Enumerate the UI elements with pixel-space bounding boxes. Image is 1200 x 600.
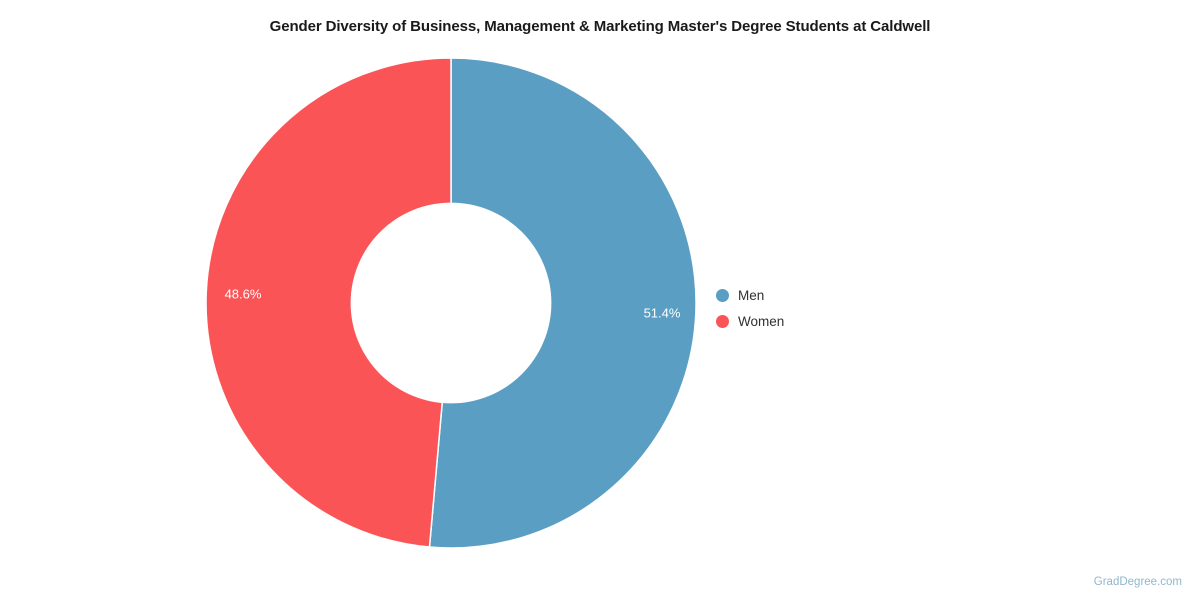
donut-center-hole (350, 202, 552, 404)
legend-label-women: Women (738, 313, 785, 329)
legend-item-men[interactable]: Men (716, 282, 856, 308)
chart-legend: Men Women (716, 282, 856, 334)
legend-swatch-men-icon (716, 288, 729, 302)
chart-title: Gender Diversity of Business, Management… (269, 18, 931, 35)
legend-swatch-women-icon (716, 314, 729, 328)
donut-slice-men[interactable] (428, 58, 696, 548)
slice-label-women: 48.6% (224, 286, 262, 302)
legend-item-women[interactable]: Women (716, 308, 856, 334)
slice-label-men: 51.4% (643, 305, 681, 321)
legend-label-men: Men (738, 287, 765, 303)
donut-svg (206, 58, 696, 548)
watermark-graddegree[interactable]: GradDegree.com (1093, 576, 1182, 588)
donut-chart: 48.6% 51.4% (206, 58, 696, 548)
donut-slices (206, 58, 696, 548)
donut-slice-women[interactable] (206, 58, 452, 548)
